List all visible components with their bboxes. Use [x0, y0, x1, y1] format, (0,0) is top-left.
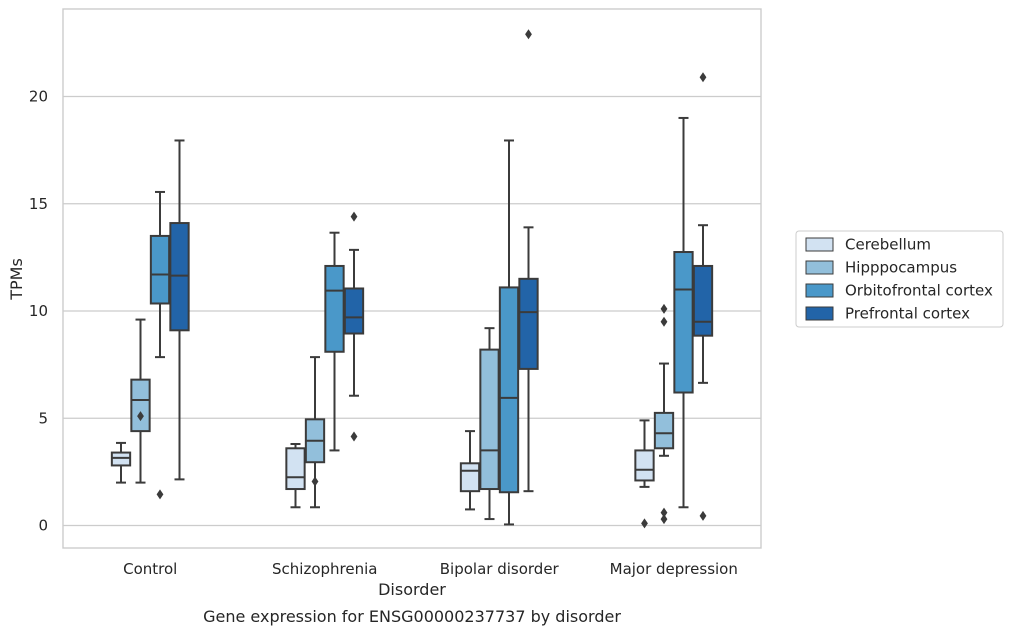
box-iqr — [634, 449, 655, 482]
box-iqr — [324, 264, 345, 353]
box-cerebellum-control — [110, 441, 132, 484]
box-layer — [110, 29, 714, 529]
box-iqr — [459, 462, 481, 493]
legend-item: Prefrontal cortex — [805, 305, 970, 323]
box-orbitofrontal-cortex-schizophrenia — [324, 231, 345, 452]
legend-item: Hipppocampus — [805, 259, 957, 277]
outlier-point — [350, 431, 358, 442]
box-iqr — [692, 264, 714, 337]
x-tick-label: Schizophrenia — [272, 560, 377, 578]
legend-label: Cerebellum — [845, 236, 931, 254]
box-hipppocampus-bipolar-disorder — [479, 327, 500, 521]
box-iqr — [110, 451, 132, 467]
outlier-point — [699, 510, 707, 521]
legend: Cerebellum Hipppocampus Orbitofrontal cort… — [795, 230, 1004, 328]
box-iqr — [169, 222, 190, 332]
box-cerebellum-schizophrenia — [285, 442, 306, 509]
outlier-point — [311, 476, 319, 487]
y-axis-title: TPMs — [7, 258, 26, 301]
outlier-point — [660, 303, 668, 314]
x-tick-label: Control — [123, 560, 177, 578]
box-iqr — [130, 378, 151, 433]
box-hipppocampus-schizophrenia — [304, 356, 326, 509]
box-prefrontal-cortex-control — [169, 139, 190, 481]
box-orbitofrontal-cortex-major-depression — [673, 116, 694, 509]
x-tick-label: Bipolar disorder — [440, 560, 560, 578]
chart-caption: Gene expression for ENSG00000237737 by d… — [203, 607, 621, 626]
box-iqr — [479, 348, 500, 491]
outlier-point — [156, 489, 164, 500]
outlier-point — [525, 29, 532, 40]
box-cerebellum-major-depression — [634, 419, 655, 529]
outlier-point — [699, 72, 707, 83]
box-iqr — [673, 251, 694, 394]
box-prefrontal-cortex-bipolar-disorder — [518, 29, 539, 493]
outlier-point — [350, 211, 358, 222]
plot-frame — [62, 8, 762, 549]
legend-swatch — [805, 306, 834, 321]
y-tick-label: 20 — [29, 88, 48, 106]
outlier-point — [137, 411, 144, 422]
outlier-point — [660, 316, 668, 327]
box-orbitofrontal-cortex-control — [149, 190, 171, 500]
y-tick-labels: 0 5 10 15 20 — [29, 88, 48, 535]
y-tick-label: 0 — [38, 517, 48, 535]
y-tick-label: 10 — [29, 302, 48, 320]
legend-item: Orbitofrontal cortex — [805, 282, 993, 300]
box-iqr — [498, 286, 520, 494]
y-tick-label: 15 — [29, 195, 48, 213]
x-tick-label: Major depression — [610, 560, 738, 578]
legend-swatch — [805, 283, 834, 298]
box-hipppocampus-major-depression — [653, 303, 675, 525]
legend-swatch — [805, 260, 834, 275]
legend-item: Cerebellum — [805, 236, 931, 254]
x-tick-labels: Control Schizophrenia Bipolar disorder Majo… — [123, 560, 738, 578]
box-iqr — [149, 234, 171, 305]
outlier-point — [641, 518, 648, 529]
legend-swatch — [805, 237, 834, 252]
legend-label: Orbitofrontal cortex — [845, 282, 993, 300]
box-orbitofrontal-cortex-bipolar-disorder — [498, 139, 520, 526]
box-prefrontal-cortex-schizophrenia — [343, 211, 365, 442]
legend-frame — [795, 230, 1004, 328]
box-iqr — [518, 277, 539, 370]
outlier-point — [660, 514, 668, 525]
x-axis-title: Disorder — [378, 580, 446, 599]
y-tick-label: 5 — [38, 409, 48, 427]
box-iqr — [343, 287, 365, 335]
box-cerebellum-bipolar-disorder — [459, 430, 481, 511]
legend-label: Hipppocampus — [845, 259, 957, 277]
box-hipppocampus-control — [130, 318, 151, 484]
outlier-point — [660, 507, 668, 518]
legend-label: Prefrontal cortex — [845, 305, 970, 323]
box-iqr — [653, 411, 675, 450]
box-iqr — [285, 447, 306, 491]
box-prefrontal-cortex-major-depression — [692, 72, 714, 521]
